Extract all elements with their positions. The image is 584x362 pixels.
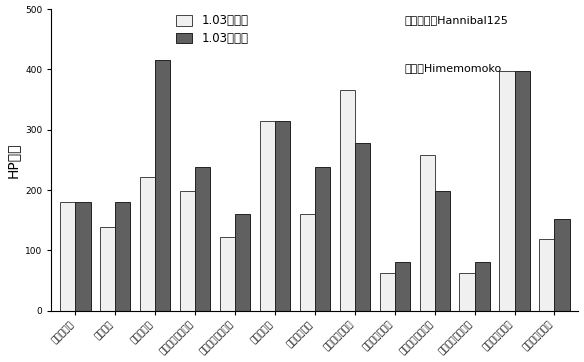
- Bar: [115, 202, 130, 311]
- Bar: [380, 273, 395, 311]
- Bar: [460, 273, 475, 311]
- Legend: 1.03补丁前, 1.03补丁后: 1.03补丁前, 1.03补丁后: [173, 12, 251, 47]
- Bar: [235, 214, 250, 311]
- Bar: [100, 227, 115, 311]
- Y-axis label: HP伤害: HP伤害: [6, 142, 19, 178]
- Bar: [434, 191, 450, 311]
- Bar: [475, 262, 490, 311]
- Bar: [260, 121, 275, 311]
- Bar: [220, 237, 235, 311]
- Bar: [275, 121, 290, 311]
- Bar: [515, 71, 530, 311]
- Text: 制图：Himemomoko: 制图：Himemomoko: [405, 63, 502, 73]
- Bar: [195, 167, 210, 311]
- Bar: [554, 219, 569, 311]
- Bar: [60, 202, 75, 311]
- Text: 数据挖据：Hannibal125: 数据挖据：Hannibal125: [405, 15, 509, 25]
- Bar: [395, 262, 410, 311]
- Bar: [539, 240, 554, 311]
- Bar: [419, 155, 434, 311]
- Bar: [300, 214, 315, 311]
- Bar: [140, 177, 155, 311]
- Bar: [75, 202, 91, 311]
- Bar: [499, 71, 515, 311]
- Bar: [355, 143, 370, 311]
- Bar: [340, 90, 355, 311]
- Bar: [155, 60, 171, 311]
- Bar: [315, 167, 330, 311]
- Bar: [180, 191, 195, 311]
